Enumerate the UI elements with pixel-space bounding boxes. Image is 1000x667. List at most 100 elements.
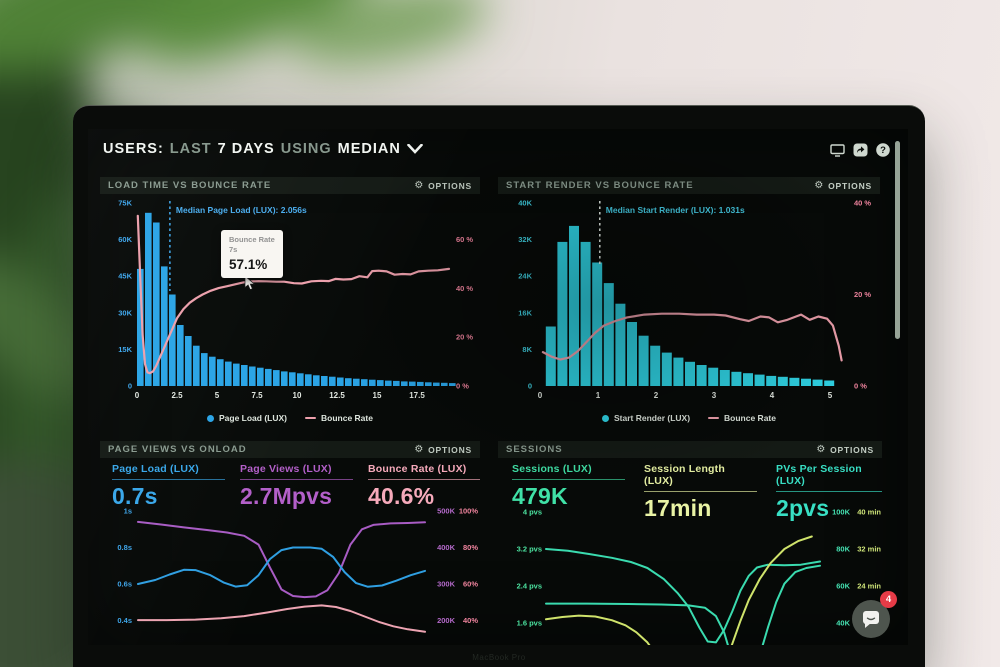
svg-text:60K: 60K	[836, 582, 850, 591]
svg-text:45K: 45K	[118, 272, 132, 281]
svg-text:0: 0	[135, 391, 140, 400]
svg-text:0.4s: 0.4s	[117, 616, 132, 625]
svg-text:0.6s: 0.6s	[117, 580, 132, 589]
panel-start-render-vs-bounce-rate: START RENDER VS BOUNCE RATE ⚙ OPTIONS 40…	[498, 177, 880, 437]
svg-text:2.4 pvs: 2.4 pvs	[517, 582, 542, 591]
svg-text:15K: 15K	[118, 345, 132, 354]
svg-text:32K: 32K	[518, 235, 532, 244]
svg-text:2.5: 2.5	[171, 391, 183, 400]
svg-text:17.5: 17.5	[409, 391, 425, 400]
start-render-chart[interactable]: 40K32K24K16K8K0100 %80 %60 %40 %20 %0 %0…	[498, 197, 880, 427]
svg-text:60 %: 60 %	[456, 235, 473, 244]
svg-text:0: 0	[538, 391, 543, 400]
svg-text:200K: 200K	[437, 616, 456, 625]
svg-text:75K: 75K	[118, 199, 132, 208]
help-icon[interactable]: ?	[876, 143, 890, 157]
metric-underline	[240, 479, 353, 480]
svg-text:40%: 40%	[463, 616, 478, 625]
gear-icon: ⚙	[816, 443, 827, 455]
metric-bounce-rate: Bounce Rate (LUX) 40.6%	[368, 463, 480, 510]
tooltip-title: Bounce Rate	[229, 235, 275, 244]
options-button[interactable]: ⚙ OPTIONS	[814, 179, 872, 191]
svg-text:30K: 30K	[118, 308, 132, 317]
series-line-icon	[305, 416, 317, 420]
legend-item: Bounce Rate	[305, 413, 373, 423]
svg-text:15: 15	[373, 391, 382, 400]
legend-item: Start Render (LUX)	[601, 413, 690, 423]
notification-badge: 4	[880, 591, 897, 608]
share-icon[interactable]	[853, 143, 868, 157]
svg-text:5: 5	[215, 391, 220, 400]
sessions-chart[interactable]: 4 pvs 3.2 pvs 2.4 pvs 1.6 pvs 100K 80K 60K 40K 4…	[498, 503, 882, 645]
series-dot-icon	[601, 414, 609, 422]
metric-page-views: Page Views (LUX) 2.7Mpvs	[240, 463, 353, 510]
options-button[interactable]: ⚙ OPTIONS	[816, 443, 874, 455]
gear-icon: ⚙	[814, 179, 825, 191]
svg-text:5: 5	[828, 391, 833, 400]
page-views-onload-chart[interactable]: 1s 0.8s 0.6s 0.4s 500K 400K 300K 200K 100% 80% 60%…	[100, 503, 480, 645]
svg-text:0 %: 0 %	[854, 382, 867, 391]
chart-legend: Page Load (LUX) Bounce Rate	[100, 413, 480, 423]
panel-header: PAGE VIEWS VS ONLOAD ⚙ OPTIONS	[100, 441, 480, 458]
svg-text:100%: 100%	[459, 507, 479, 516]
svg-text:400K: 400K	[437, 543, 456, 552]
series-dot-icon	[207, 414, 214, 422]
panel-title: LOAD TIME VS BOUNCE RATE	[108, 180, 272, 191]
panel-load-time-vs-bounce-rate: LOAD TIME VS BOUNCE RATE ⚙ OPTIONS 75K 60…	[100, 177, 480, 437]
title-using: USING	[280, 141, 332, 157]
panel-title: SESSIONS	[506, 444, 563, 455]
svg-text:20 %: 20 %	[854, 290, 871, 299]
svg-text:2: 2	[654, 391, 659, 400]
svg-text:7.5: 7.5	[251, 391, 263, 400]
metric-page-load: Page Load (LUX) 0.7s	[112, 463, 225, 510]
svg-text:40K: 40K	[518, 199, 532, 208]
svg-text:4: 4	[770, 391, 775, 400]
tooltip-value: 57.1%	[229, 256, 268, 272]
laptop: USERS: LAST 7 DAYS USING MEDIAN	[73, 105, 925, 667]
panel-header: LOAD TIME VS BOUNCE RATE ⚙ OPTIONS	[100, 177, 480, 194]
macbook-pro-label: MacBook Pro	[472, 653, 526, 662]
metric-underline	[368, 479, 480, 480]
svg-text:40 %: 40 %	[456, 284, 473, 293]
svg-text:300K: 300K	[437, 580, 456, 589]
panel-page-views-vs-onload: PAGE VIEWS VS ONLOAD ⚙ OPTIONS Page Load…	[100, 441, 480, 645]
chevron-down-icon[interactable]	[407, 144, 423, 154]
dashboard-screen: USERS: LAST 7 DAYS USING MEDIAN	[88, 129, 908, 645]
options-button[interactable]: ⚙ OPTIONS	[414, 443, 472, 455]
svg-text:20 %: 20 %	[456, 333, 473, 342]
chat-bubble-icon	[863, 610, 879, 628]
svg-text:16K: 16K	[518, 308, 532, 317]
panel-title: PAGE VIEWS VS ONLOAD	[108, 444, 247, 455]
metric-underline	[512, 479, 625, 480]
metric-session-length: Session Length (LUX) 17min	[644, 463, 757, 522]
panel-title: START RENDER VS BOUNCE RATE	[506, 180, 694, 191]
legend-item: Page Load (LUX)	[207, 413, 287, 423]
display-icon[interactable]	[830, 143, 845, 157]
metric-sessions: Sessions (LUX) 479K	[512, 463, 625, 510]
svg-text:0.8s: 0.8s	[117, 543, 132, 552]
metric-pvs-per-session: PVs Per Session (LUX) 2pvs	[776, 463, 882, 522]
options-button[interactable]: ⚙ OPTIONS	[414, 179, 472, 191]
panel-sessions: SESSIONS ⚙ OPTIONS Sessions (LUX) 479K S…	[498, 441, 882, 645]
tooltip-x-value: 7s	[229, 244, 238, 254]
svg-text:Median Page Load (LUX): 2.056s: Median Page Load (LUX): 2.056s	[176, 205, 307, 215]
svg-text:40 %: 40 %	[854, 199, 871, 208]
title-median: MEDIAN	[337, 141, 401, 157]
dashboard-title[interactable]: USERS: LAST 7 DAYS USING MEDIAN	[103, 141, 423, 157]
svg-text:60%: 60%	[463, 580, 478, 589]
panel-header: SESSIONS ⚙ OPTIONS	[498, 441, 882, 458]
svg-text:1.6 pvs: 1.6 pvs	[517, 619, 542, 628]
svg-text:24K: 24K	[518, 272, 532, 281]
load-time-chart[interactable]: 75K60K45K30K15K0100 %80 %60 %40 %20 %0 %…	[100, 197, 480, 427]
scrollbar[interactable]	[895, 141, 900, 339]
svg-text:60K: 60K	[118, 235, 132, 244]
svg-text:100K: 100K	[832, 508, 851, 517]
svg-text:4 pvs: 4 pvs	[523, 508, 542, 517]
svg-text:?: ?	[880, 145, 886, 156]
svg-text:80%: 80%	[463, 543, 478, 552]
title-7days: 7 DAYS	[217, 141, 275, 157]
svg-text:8K: 8K	[522, 345, 532, 354]
svg-text:0: 0	[128, 382, 132, 391]
metric-underline	[776, 491, 882, 492]
svg-text:0: 0	[528, 382, 532, 391]
